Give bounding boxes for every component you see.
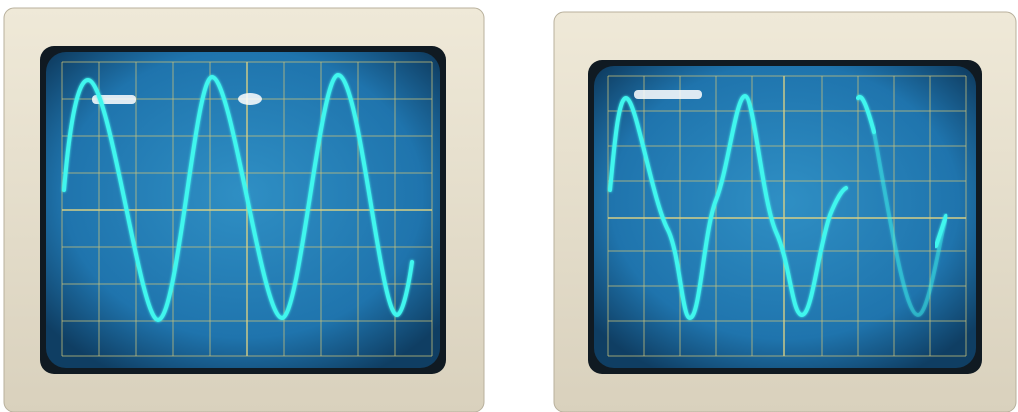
scene: [0, 0, 1018, 412]
oscilloscope-right: [554, 12, 1016, 412]
oscilloscope-left: [4, 8, 484, 412]
reflection: [634, 90, 702, 99]
page: {} html, body { margin: 0; padding: 0; w…: [0, 0, 1018, 412]
reflection: [238, 93, 262, 105]
body: (() => { const data = JSON.parse(documen…: [0, 0, 1018, 412]
